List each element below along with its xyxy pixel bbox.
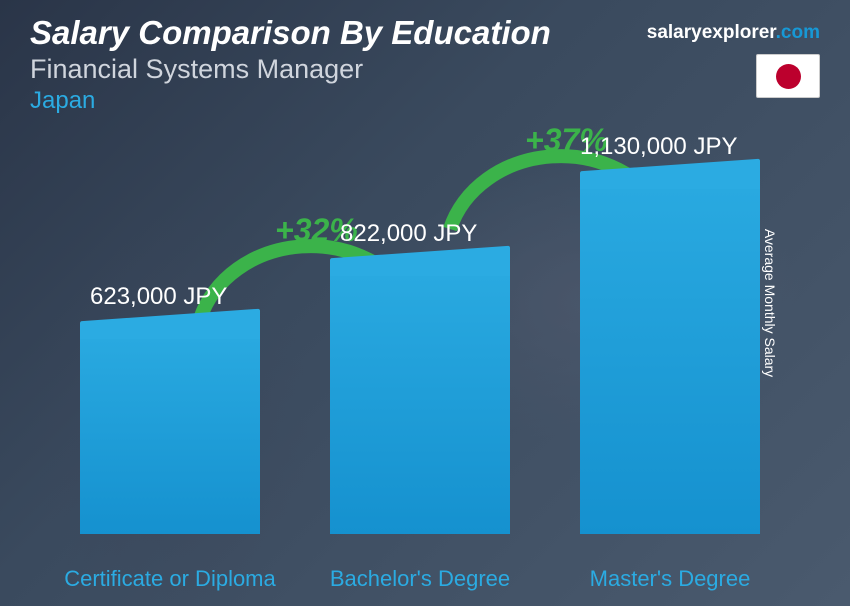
bar-bachelors: 822,000 JPY (330, 276, 510, 534)
brand-label: salaryexplorer.com (647, 22, 820, 44)
bar-certificate: 623,000 JPY (80, 339, 260, 534)
bar-label-1: Certificate or Diploma (60, 566, 280, 592)
bar-masters: 1,130,000 JPY (580, 189, 760, 534)
bar-front-face-2 (330, 276, 510, 534)
flag-circle-icon (776, 64, 801, 89)
bar-chart: +32% +37% 623,000 JPY 822,000 JPY 1,130,… (50, 114, 780, 534)
bar-label-2: Bachelor's Degree (310, 566, 530, 592)
bar-value-2: 822,000 JPY (340, 220, 477, 248)
country-flag-japan (756, 54, 820, 98)
brand-main: salaryexplorer (647, 22, 776, 43)
bar-value-3: 1,130,000 JPY (580, 133, 737, 161)
bar-label-3: Master's Degree (560, 566, 780, 592)
brand-suffix: .com (776, 22, 820, 43)
bar-front-face-3 (580, 189, 760, 534)
chart-subtitle: Financial Systems Manager (30, 54, 820, 85)
bar-value-1: 623,000 JPY (90, 283, 227, 311)
bar-front-face-1 (80, 339, 260, 534)
chart-country: Japan (30, 87, 820, 115)
